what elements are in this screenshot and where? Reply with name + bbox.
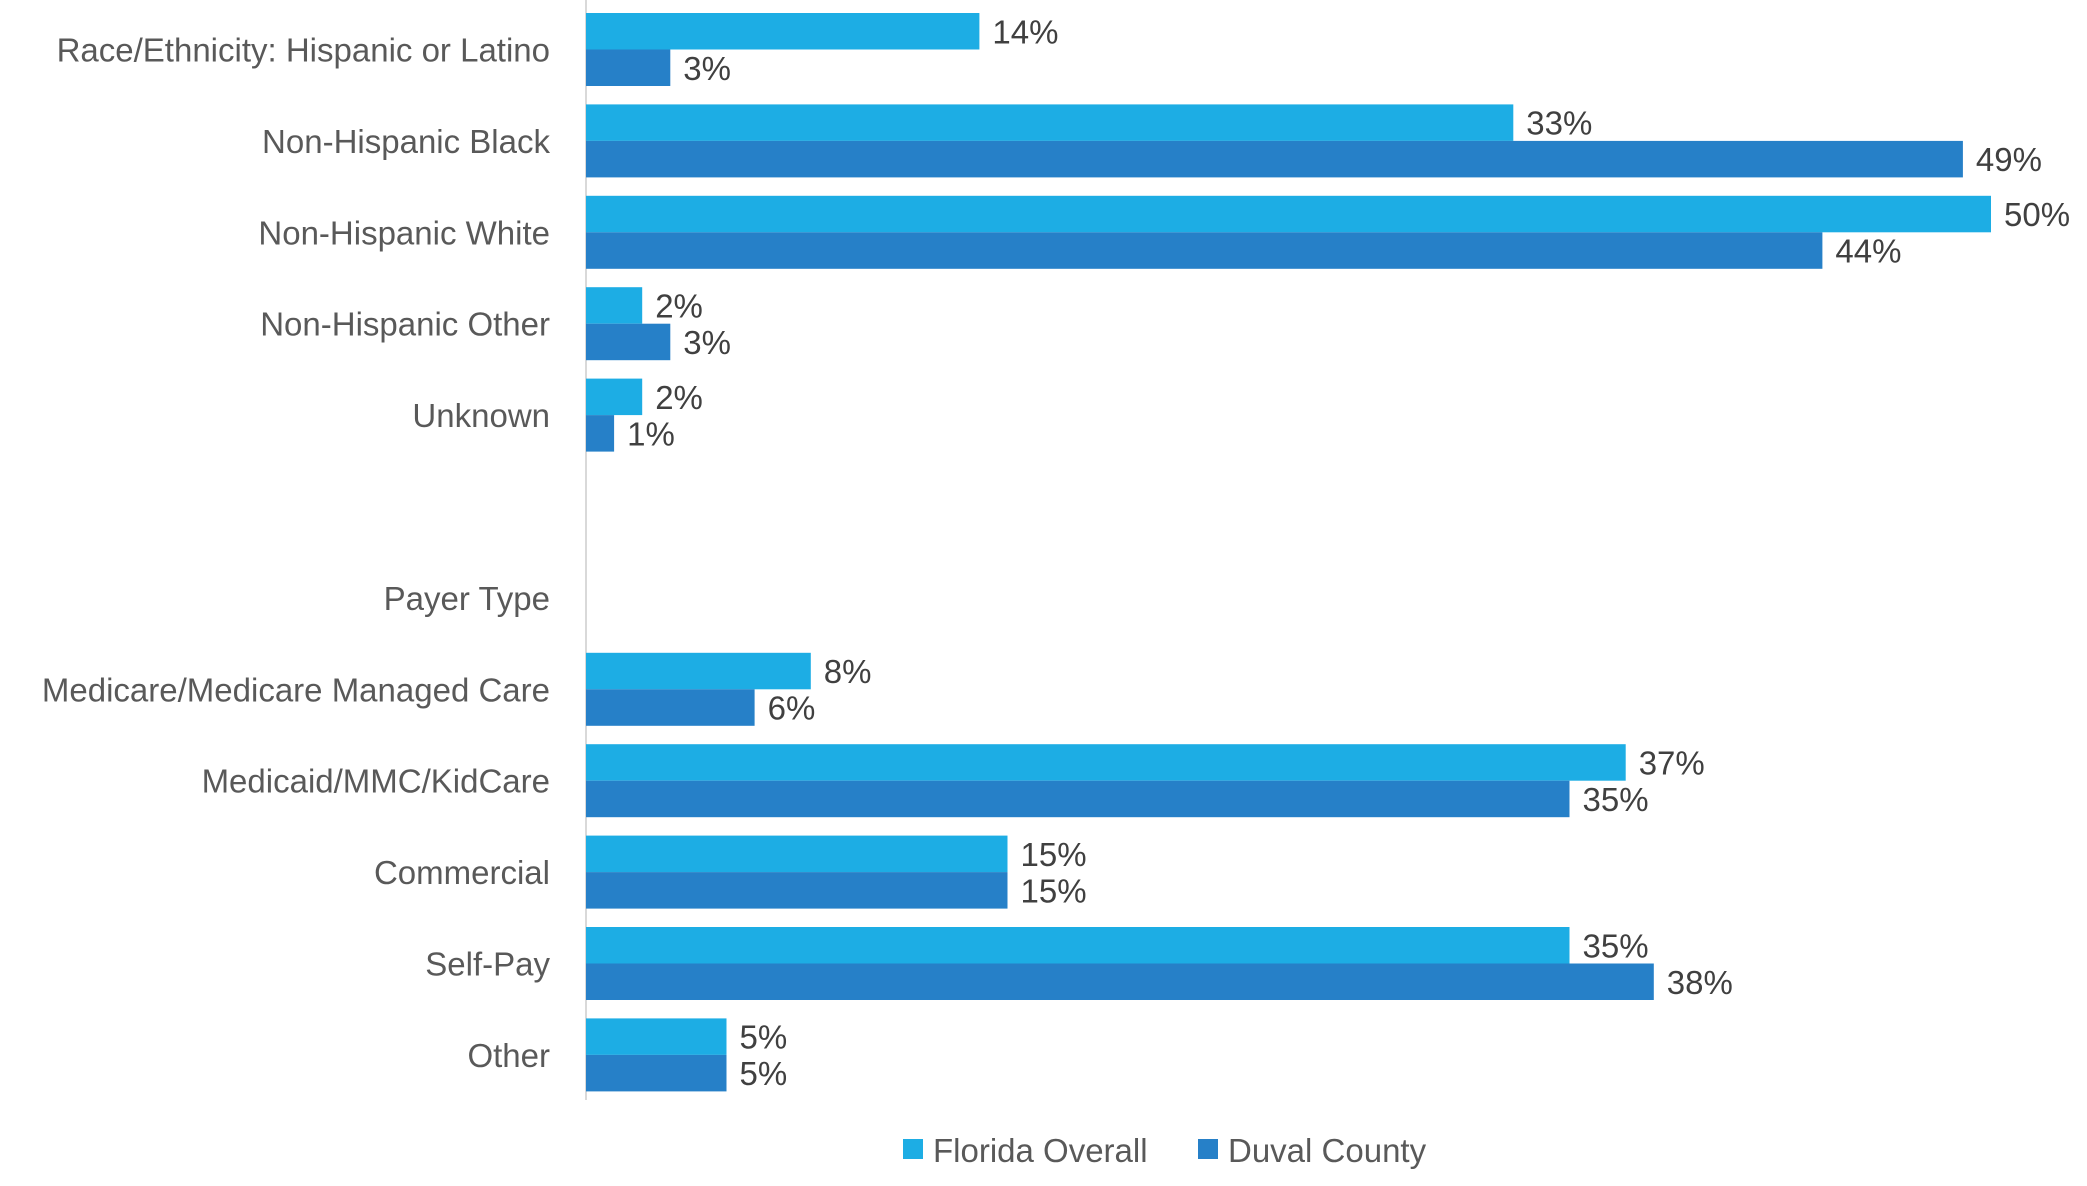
bar-duval-county bbox=[586, 323, 671, 361]
data-label: 15% bbox=[1021, 872, 1087, 909]
legend-swatch-duval-county bbox=[1198, 1139, 1218, 1159]
data-label: 44% bbox=[1835, 233, 1901, 270]
data-label: 15% bbox=[1021, 836, 1087, 873]
category-label: Non-Hispanic Black bbox=[262, 123, 550, 160]
category-label: Unknown bbox=[412, 397, 550, 434]
data-label: 37% bbox=[1639, 744, 1705, 781]
data-label: 35% bbox=[1583, 927, 1649, 964]
data-label: 38% bbox=[1667, 964, 1733, 1001]
bar-florida-overall bbox=[586, 378, 643, 416]
data-label: 6% bbox=[768, 690, 816, 727]
category-label: Other bbox=[467, 1037, 550, 1074]
category-label: Payer Type bbox=[384, 580, 550, 617]
data-label: 8% bbox=[824, 653, 872, 690]
data-label: 35% bbox=[1583, 781, 1649, 818]
legend-label-florida-overall: Florida Overall bbox=[933, 1132, 1148, 1169]
bar-duval-county bbox=[586, 689, 755, 726]
bar-florida-overall bbox=[586, 287, 643, 324]
category-label: Non-Hispanic Other bbox=[260, 306, 550, 343]
legend-swatch-florida-overall bbox=[903, 1139, 923, 1159]
category-label: Medicaid/MMC/KidCare bbox=[202, 763, 550, 800]
bar-duval-county bbox=[586, 415, 615, 452]
data-label: 14% bbox=[992, 13, 1058, 50]
bar-florida-overall bbox=[586, 104, 1514, 141]
bar-florida-overall bbox=[586, 652, 811, 690]
bar-florida-overall bbox=[586, 744, 1626, 781]
bar-duval-county bbox=[586, 872, 1008, 909]
category-label: Commercial bbox=[374, 854, 550, 891]
data-label: 50% bbox=[2004, 196, 2070, 233]
bar-florida-overall bbox=[586, 13, 980, 50]
bar-duval-county bbox=[586, 963, 1654, 1000]
data-label: 2% bbox=[655, 287, 703, 324]
bar-duval-county bbox=[586, 232, 1823, 269]
category-label: Medicare/Medicare Managed Care bbox=[42, 671, 550, 708]
category-label: Self-Pay bbox=[425, 946, 550, 983]
data-label: 3% bbox=[683, 324, 731, 361]
data-label: 5% bbox=[740, 1055, 788, 1092]
bar-duval-county bbox=[586, 1054, 727, 1092]
chart-marks: Race/Ethnicity: Hispanic or Latino 14% 3% N… bbox=[42, 13, 2070, 1092]
bar-florida-overall bbox=[586, 835, 1008, 873]
bar-florida-overall bbox=[586, 1018, 727, 1055]
data-label: 3% bbox=[683, 50, 731, 87]
data-label: 5% bbox=[740, 1019, 788, 1056]
bar-duval-county bbox=[586, 140, 1963, 178]
bar-duval-county bbox=[586, 780, 1570, 818]
bar-florida-overall bbox=[586, 195, 1991, 233]
bar-duval-county bbox=[586, 49, 671, 86]
data-label: 2% bbox=[655, 379, 703, 416]
data-label: 33% bbox=[1526, 105, 1592, 142]
category-label: Non-Hispanic White bbox=[258, 214, 550, 251]
legend: Florida Overall Duval County bbox=[903, 1132, 1427, 1169]
data-label: 1% bbox=[627, 415, 675, 452]
data-label: 49% bbox=[1976, 141, 2042, 178]
category-label: Race/Ethnicity: Hispanic or Latino bbox=[57, 32, 550, 69]
legend-label-duval-county: Duval County bbox=[1228, 1132, 1427, 1169]
bar-florida-overall bbox=[586, 927, 1570, 964]
